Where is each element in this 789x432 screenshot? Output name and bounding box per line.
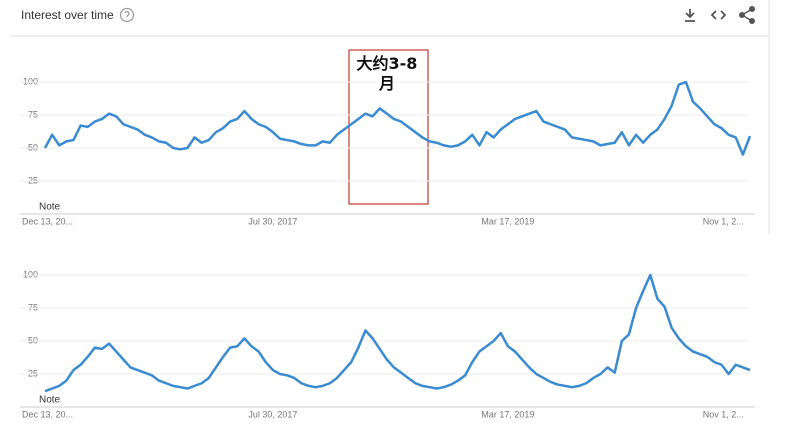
x-tick-label: Dec 13, 20... (22, 216, 73, 226)
y-tick-label: 50 (28, 335, 38, 345)
note: Note (39, 202, 61, 213)
x-tick-label: Jul 30, 2017 (248, 216, 297, 226)
y-tick-label: 25 (28, 175, 38, 185)
x-tick-label: Dec 13, 20... (22, 409, 73, 419)
title: Interest over time (21, 8, 114, 22)
x-tick-label: Nov 1, 2... (703, 216, 744, 226)
line-series (43, 80, 752, 156)
y-tick-label: 100 (23, 269, 38, 279)
x-tick-label: Nov 1, 2... (703, 409, 744, 419)
y-tick-label: 25 (28, 368, 38, 378)
x-tick-label: Jul 30, 2017 (248, 409, 297, 419)
x-tick-label: Mar 17, 2019 (481, 216, 534, 226)
embed-icon[interactable] (710, 10, 727, 20)
x-tick-label: Mar 17, 2019 (481, 409, 534, 419)
y-tick-label: 100 (23, 76, 38, 86)
y-tick-label: 75 (28, 109, 38, 119)
download-icon[interactable] (685, 9, 695, 22)
share-icon[interactable] (739, 5, 756, 25)
y-tick-label: 50 (28, 142, 38, 152)
note: Note (39, 395, 61, 406)
y-tick-label: 75 (28, 302, 38, 312)
line-series (44, 273, 751, 393)
annotation: 大约3-8月 (356, 54, 418, 93)
help-icon[interactable] (119, 7, 135, 23)
